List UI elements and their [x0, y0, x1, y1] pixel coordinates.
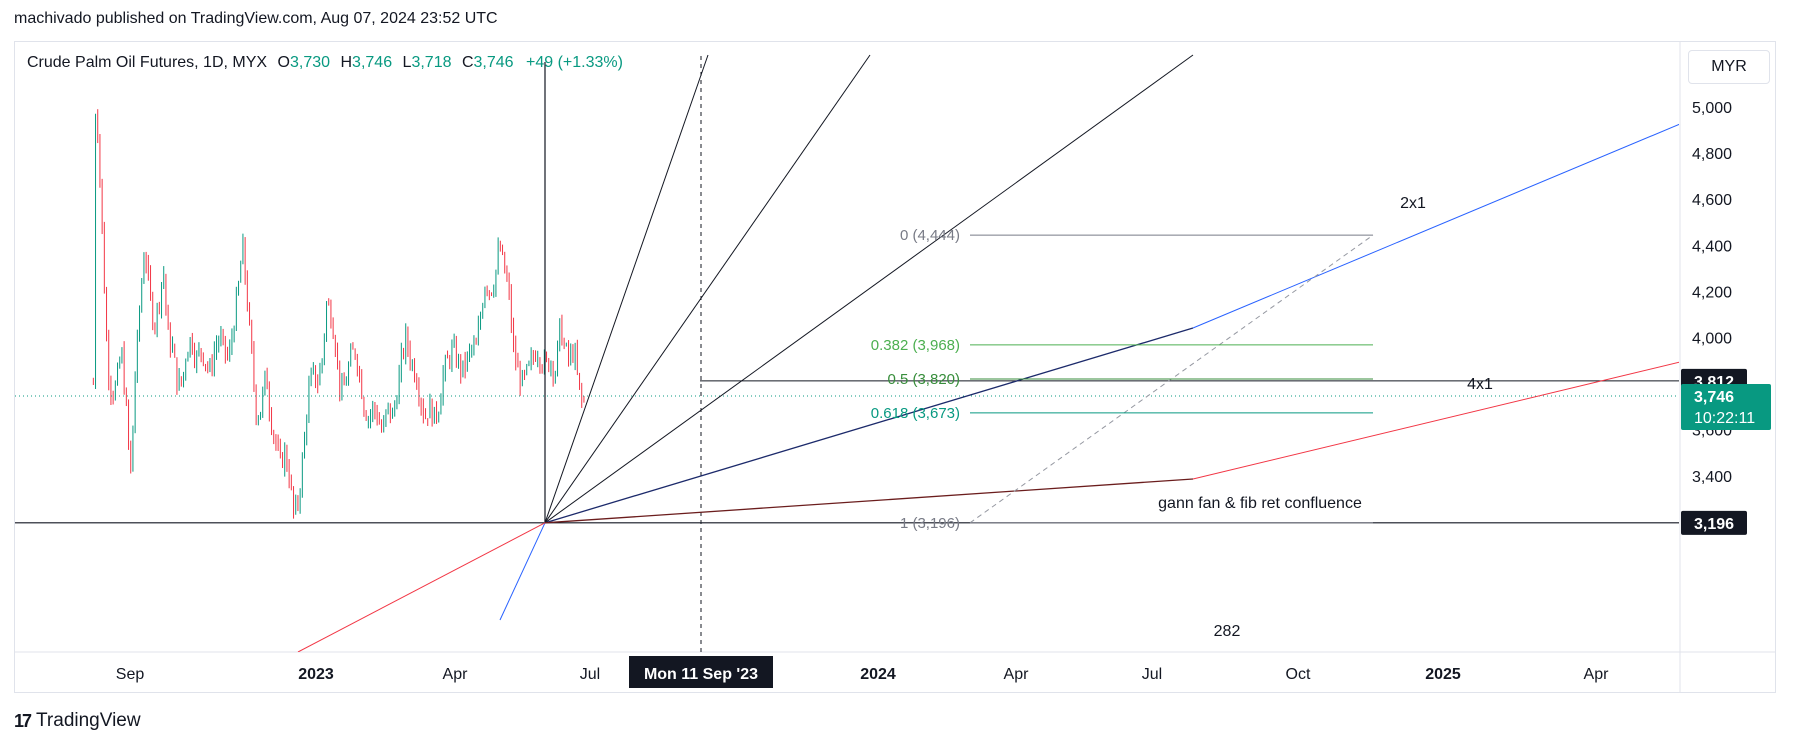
y-tick-label: 4,600 — [1692, 192, 1732, 209]
gann-1x2 — [544, 54, 1194, 524]
gann-2x1-dark — [544, 327, 1194, 524]
y-tick-label: 4,800 — [1692, 146, 1732, 163]
y-tick-label: 3,400 — [1692, 469, 1732, 486]
open-value: 3,730 — [289, 54, 331, 71]
gann-1x8 — [544, 54, 709, 523]
x-tick-label: 2025 — [1425, 666, 1461, 683]
bar-countdown: 10:22:11 — [1694, 410, 1755, 427]
x-tick-label: 2023 — [298, 666, 334, 683]
fib-level-label: 0.382 (3,968) — [871, 337, 960, 354]
change-value: +49 (+1.33%) — [526, 54, 623, 71]
gann-2x1-back — [499, 522, 546, 621]
price-tag-label: 3,196 — [1694, 516, 1734, 533]
y-tick-label: 4,000 — [1692, 331, 1732, 348]
fib-level-label: 0.618 (3,673) — [871, 405, 960, 422]
x-tick-label: Sep — [116, 666, 145, 683]
y-tick-label: 4,200 — [1692, 284, 1732, 301]
x-tick-label: Jul — [580, 666, 600, 683]
footer-branding[interactable]: 17 TradingView — [14, 710, 141, 732]
close-label: C — [461, 54, 474, 71]
high-label: H — [340, 54, 353, 71]
close-value: 3,746 — [473, 54, 514, 71]
gann-1x4 — [544, 54, 871, 524]
x-tick-label: Apr — [1584, 666, 1610, 683]
low-label: L — [402, 54, 412, 71]
y-tick-label: 4,400 — [1692, 238, 1732, 255]
fib-level-label: 0.5 (3,820) — [887, 371, 960, 388]
fib-level-label: 0 (4,444) — [900, 227, 960, 244]
x-tick-label: Oct — [1286, 666, 1311, 683]
publication-header: machivado published on TradingView.com, … — [14, 10, 498, 27]
x-tick-label: 2024 — [860, 666, 896, 683]
crosshair-date-label: Mon 11 Sep '23 — [644, 666, 758, 683]
price-tag-3196 — [1681, 510, 1747, 535]
chart-frame — [14, 41, 1776, 693]
open-label: O — [277, 54, 290, 71]
gann-4x1-back — [297, 522, 546, 652]
crosshair-date-box — [629, 656, 773, 688]
brand-name: TradingView — [36, 710, 141, 731]
chart-annotation: gann fan & fib ret confluence — [1158, 495, 1362, 512]
gann-4x1-dark — [544, 478, 1194, 524]
last-price-value: 3,746 — [1694, 389, 1734, 406]
candles — [92, 109, 585, 519]
y-tick-label: 5,000 — [1692, 100, 1732, 117]
high-value: 3,746 — [352, 54, 393, 71]
symbol-legend: Crude Palm Oil Futures, 1D, MYX O3,730 H… — [27, 54, 623, 72]
fib-level-label: 1 (3,196) — [900, 515, 960, 532]
chart-annotation: 4x1 — [1467, 376, 1493, 393]
gann-4x1-line — [1192, 361, 1679, 480]
low-value: 3,718 — [411, 54, 452, 71]
symbol-name: Crude Palm Oil Futures, 1D, MYX — [27, 54, 268, 71]
currency-button[interactable]: MYR — [1688, 50, 1770, 84]
x-tick-label: Apr — [1004, 666, 1030, 683]
x-tick-label: Jul — [1142, 666, 1162, 683]
chart-annotation: 282 — [1214, 623, 1241, 640]
tradingview-logo-icon: 17 — [14, 710, 32, 731]
last-price-tag — [1681, 384, 1771, 431]
chart-annotation: 2x1 — [1400, 195, 1426, 212]
x-tick-label: Apr — [443, 666, 469, 683]
gann-2x1-line — [1192, 123, 1679, 329]
